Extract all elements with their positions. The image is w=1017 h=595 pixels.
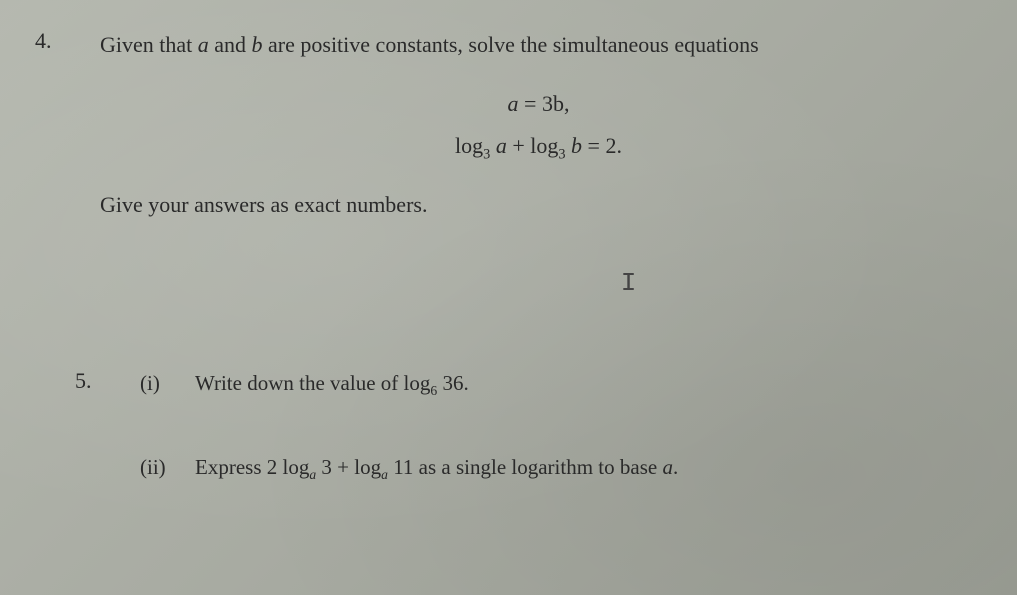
equation-2: log3 a + log3 b = 2. [100, 125, 977, 169]
log-base: a [381, 467, 388, 482]
question-number: 5. [75, 368, 92, 394]
question-text-line-2: Give your answers as exact numbers. [100, 192, 977, 218]
text-segment: . [673, 455, 678, 479]
part-label: (i) [140, 371, 195, 396]
part-i: (i) Write down the value of log6 36. [140, 368, 977, 402]
eq-rhs: = 2. [582, 133, 622, 158]
equation-block: a = 3b, log3 a + log3 b = 2. [100, 83, 977, 168]
text-segment: Express 2 [195, 455, 283, 479]
text-segment: 11 as a single logarithm to base [388, 455, 663, 479]
text-segment: and [209, 32, 252, 57]
variable-b: b [252, 32, 263, 57]
log-fn: log [354, 455, 381, 479]
question-5: 5. (i) Write down the value of log6 36. … [40, 368, 977, 485]
text-segment: Given that [100, 32, 198, 57]
text-segment: are positive constants, solve the simult… [263, 32, 759, 57]
log-fn: log [530, 133, 558, 158]
part-text: Express 2 loga 3 + loga 11 as a single l… [195, 452, 678, 486]
variable-a: a [198, 32, 209, 57]
log-fn: log [283, 455, 310, 479]
plus-op: + [507, 133, 530, 158]
text-cursor-icon: I [280, 268, 977, 298]
log-arg: b [566, 133, 583, 158]
eq-rhs: = 3b, [519, 91, 570, 116]
log-fn: log [404, 371, 431, 395]
text-segment: 36. [437, 371, 469, 395]
eq-lhs: a [508, 91, 519, 116]
log-base: 3 [558, 146, 565, 162]
variable-a: a [662, 455, 673, 479]
log-fn: log [455, 133, 483, 158]
question-body: Given that a and b are positive constant… [100, 28, 977, 298]
equation-1: a = 3b, [100, 83, 977, 125]
text-segment: Write down the value of [195, 371, 404, 395]
question-number: 4. [35, 28, 52, 54]
question-text-line-1: Given that a and b are positive constant… [100, 28, 977, 61]
part-label: (ii) [140, 455, 195, 480]
text-segment: 3 + [316, 455, 354, 479]
part-ii: (ii) Express 2 loga 3 + loga 11 as a sin… [140, 452, 977, 486]
part-text: Write down the value of log6 36. [195, 368, 469, 402]
log-arg: a [490, 133, 507, 158]
question-4: 4. Given that a and b are positive const… [40, 28, 977, 298]
question-parts: (i) Write down the value of log6 36. (ii… [140, 368, 977, 485]
